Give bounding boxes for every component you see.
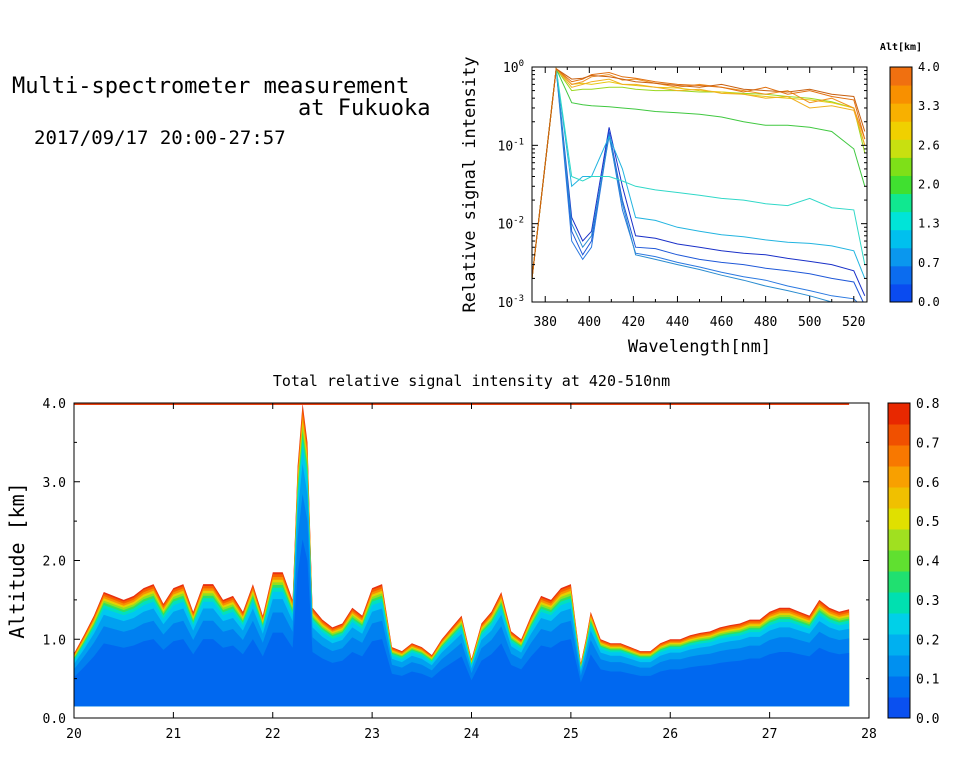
spectrum-chart: 380 400 420 440 460 480 500 520 10-3 10-2 10-1 100 W… (460, 42, 940, 357)
spectrum-series-line (532, 67, 866, 279)
heatmap-field (74, 403, 850, 707)
colorbar-tick-label: 2.6 (918, 138, 940, 152)
y-tick-label: 100 (503, 59, 524, 76)
x-tick-label: 480 (754, 315, 777, 330)
colorbar-tick-label: 0.0 (918, 295, 940, 309)
spectrum-series-line (532, 67, 866, 279)
colorbar-band (888, 445, 910, 467)
x-tick-label: 22 (265, 727, 281, 742)
colorbar-band (890, 121, 912, 140)
colorbar-band (888, 508, 910, 530)
spectrum-series-line (532, 68, 866, 279)
colorbar-band (888, 592, 910, 614)
x-tick-label: 24 (464, 727, 480, 742)
y-axis-label: Relative signal intensity (460, 57, 480, 313)
y-tick-label: 4.0 (43, 397, 66, 412)
colorbar-tick-label: 0.2 (916, 633, 939, 648)
heatmap-contour-layer (74, 539, 850, 707)
colorbar-tick-label: 0.6 (916, 476, 939, 491)
spectrum-series-line (532, 68, 858, 302)
colorbar-frame (887, 402, 911, 719)
datetime-label: 2017/09/17 20:00-27:57 (34, 127, 286, 149)
colorbar-band (890, 103, 912, 122)
colorbar-band (888, 487, 910, 509)
colorbar-band (890, 193, 912, 213)
colorbar-band (888, 697, 910, 719)
colorbar-tick-label: 0.3 (916, 594, 939, 609)
spectrum-series-line (532, 68, 839, 302)
heatmap-title: Total relative signal intensity at 420-5… (273, 372, 670, 390)
y-tick-label: 1.0 (43, 633, 66, 648)
colorbar-band (888, 424, 910, 446)
colorbar-band (890, 265, 912, 285)
y-tick-label: 10-3 (498, 294, 525, 311)
spectrum-series-line (532, 67, 866, 279)
colorbar-band (888, 466, 910, 488)
colorbar-band (888, 550, 910, 572)
colorbar-tick-label: 0.8 (916, 397, 939, 412)
colorbar-tick-label: 4.0 (918, 60, 940, 74)
y-tick-label: 2.0 (43, 555, 66, 570)
x-tick-label: 400 (578, 315, 601, 330)
colorbar-tick-label: 0.5 (916, 515, 939, 530)
x-axis-label: Wavelength[nm] (628, 337, 771, 357)
colorbar-band (890, 247, 912, 267)
x-tick-label: 520 (842, 315, 865, 330)
x-tick-label: 440 (666, 315, 689, 330)
colorbar-tick-label: 0.0 (916, 712, 939, 727)
colorbar-tick-label: 1.3 (918, 217, 940, 231)
colorbar-band (890, 229, 912, 249)
y-tick-label: 10-1 (498, 137, 525, 154)
x-tick-label: 420 (622, 315, 645, 330)
x-tick-label: 460 (710, 315, 733, 330)
colorbar-tick-label: 0.7 (918, 256, 940, 270)
colorbar-band (888, 403, 910, 425)
x-tick-label: 21 (166, 727, 182, 742)
colorbar-tick-label: 0.4 (916, 555, 940, 570)
spectrum-series-line (532, 67, 866, 279)
colorbar-title: Alt[km] (880, 42, 922, 53)
x-tick-label: 28 (861, 727, 877, 742)
colorbar-band (888, 529, 910, 551)
x-tick-label: 20 (66, 727, 82, 742)
spectrum-series-line (532, 68, 866, 297)
colorbar-frame (889, 66, 913, 303)
colorbar-band (890, 157, 912, 176)
colorbar-band (890, 67, 912, 86)
spectrum-series-line (532, 67, 866, 279)
colorbar-band (890, 139, 912, 158)
x-tick-label: 26 (662, 727, 678, 742)
colorbar-band (888, 634, 910, 656)
x-tick-label: 25 (563, 727, 579, 742)
colorbar-band (890, 211, 912, 231)
y-tick-label: 10-2 (498, 216, 525, 233)
spectrum-series-line (532, 67, 866, 279)
colorbar-band (890, 175, 912, 195)
colorbar-band (888, 655, 910, 677)
x-tick-label: 23 (364, 727, 380, 742)
spectrum-series-line (532, 68, 864, 302)
colorbar-band (890, 283, 912, 303)
colorbar-band (888, 613, 910, 635)
colorbar-band (888, 571, 910, 593)
colorbar-tick-label: 3.3 (918, 99, 940, 113)
colorbar-band (888, 676, 910, 698)
colorbar-tick-label: 2.0 (918, 178, 940, 192)
colorbar-band (890, 85, 912, 104)
title-line1: Multi-spectrometer measurement (12, 74, 410, 99)
y-tick-label: 3.0 (43, 476, 66, 491)
colorbar-tick-label: 0.7 (916, 436, 939, 451)
y-tick-label: 0.0 (43, 712, 66, 727)
y-axis-label: Altitude [km] (5, 482, 29, 639)
x-tick-label: 27 (762, 727, 778, 742)
x-tick-label: 500 (798, 315, 821, 330)
spectrum-series-line (532, 68, 866, 279)
altitude-time-chart: Total relative signal intensity at 420-5… (5, 372, 940, 742)
x-tick-label: 380 (533, 315, 556, 330)
title-line2: at Fukuoka (298, 96, 431, 121)
colorbar-tick-label: 0.1 (916, 673, 939, 688)
